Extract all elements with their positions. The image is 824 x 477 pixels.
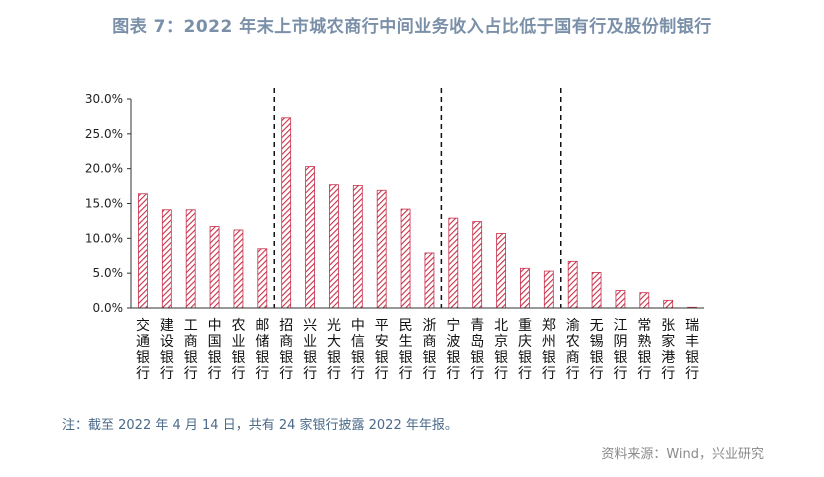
- bar: [138, 193, 148, 309]
- bars: [138, 117, 697, 309]
- x-category-label: 中信银行: [351, 318, 365, 382]
- bar: [257, 248, 268, 309]
- y-tick-label: 20.0%: [85, 162, 123, 176]
- bar: [663, 299, 674, 309]
- bar: [209, 226, 220, 309]
- x-category-label: 交通银行: [136, 317, 150, 382]
- x-category-label: 青岛银行: [470, 318, 484, 382]
- x-category-label: 重庆银行: [518, 318, 532, 382]
- bar: [424, 252, 435, 309]
- bar: [543, 270, 554, 309]
- y-tick-label: 30.0%: [85, 92, 123, 106]
- x-category-label: 民生银行: [399, 318, 413, 382]
- x-category-label: 浙商银行: [422, 318, 436, 382]
- bar: [400, 208, 411, 309]
- bar: [281, 117, 292, 309]
- x-category-label: 邮储银行: [255, 318, 269, 382]
- x-category-label: 中国银行: [208, 318, 222, 382]
- bar: [161, 209, 172, 309]
- x-category-label: 招商银行: [279, 318, 293, 382]
- x-category-label: 平安银行: [375, 318, 389, 382]
- bar: [352, 184, 363, 309]
- bar: [305, 166, 315, 309]
- chart-title: 图表 7：2022 年末上市城农商行中间业务收入占比低于国有行及股份制银行: [112, 17, 712, 37]
- x-axis: 交通银行建设银行工商银行中国银行农业银行邮储银行招商银行兴业银行光大银行中信银行…: [131, 307, 704, 382]
- x-category-label: 常熟银行: [637, 318, 651, 382]
- x-category-label: 农业银行: [231, 318, 245, 382]
- bar: [520, 267, 530, 309]
- x-category-label: 工商银行: [184, 318, 198, 382]
- x-category-label: 兴业银行: [303, 318, 317, 382]
- y-tick-label: 10.0%: [85, 231, 123, 245]
- x-category-label: 建设银行: [160, 318, 174, 382]
- x-category-label: 无锡银行: [590, 318, 604, 382]
- x-category-label: 张家港行: [661, 318, 675, 382]
- y-tick-label: 0.0%: [93, 301, 124, 315]
- x-category-label: 江阴银行: [613, 318, 627, 382]
- y-tick-label: 25.0%: [85, 127, 123, 141]
- bar: [448, 217, 459, 309]
- y-tick-label: 15.0%: [85, 197, 123, 211]
- bar: [615, 290, 626, 309]
- y-tick-label: 5.0%: [93, 266, 124, 280]
- footnote: 注：截至 2022 年 4 月 14 日，共有 24 家银行披露 2022 年年…: [62, 418, 458, 433]
- bar: [639, 292, 650, 309]
- bar: [329, 184, 339, 309]
- bar: [376, 189, 387, 309]
- bar: [472, 221, 483, 309]
- bar: [591, 272, 602, 309]
- x-category-label: 北京银行: [494, 318, 508, 382]
- y-axis: 0.0% 5.0% 10.0% 15.0% 20.0% 25.0% 30.0%: [85, 92, 132, 315]
- x-category-label: 宁波银行: [446, 317, 460, 382]
- bar: [185, 209, 196, 309]
- bar-chart: 0.0% 5.0% 10.0% 15.0% 20.0% 25.0% 30.0% 交通银行建设…: [85, 88, 704, 382]
- source-note: 资料来源：Wind，兴业研究: [601, 447, 764, 462]
- x-category-label: 郑州银行: [542, 318, 556, 382]
- bar: [233, 229, 244, 309]
- group-separators: [273, 88, 562, 308]
- x-category-label: 渝农商行: [566, 318, 580, 382]
- bar: [567, 260, 578, 309]
- x-category-label: 瑞丰银行: [685, 318, 699, 382]
- bar: [496, 233, 506, 309]
- x-category-label: 光大银行: [327, 318, 341, 382]
